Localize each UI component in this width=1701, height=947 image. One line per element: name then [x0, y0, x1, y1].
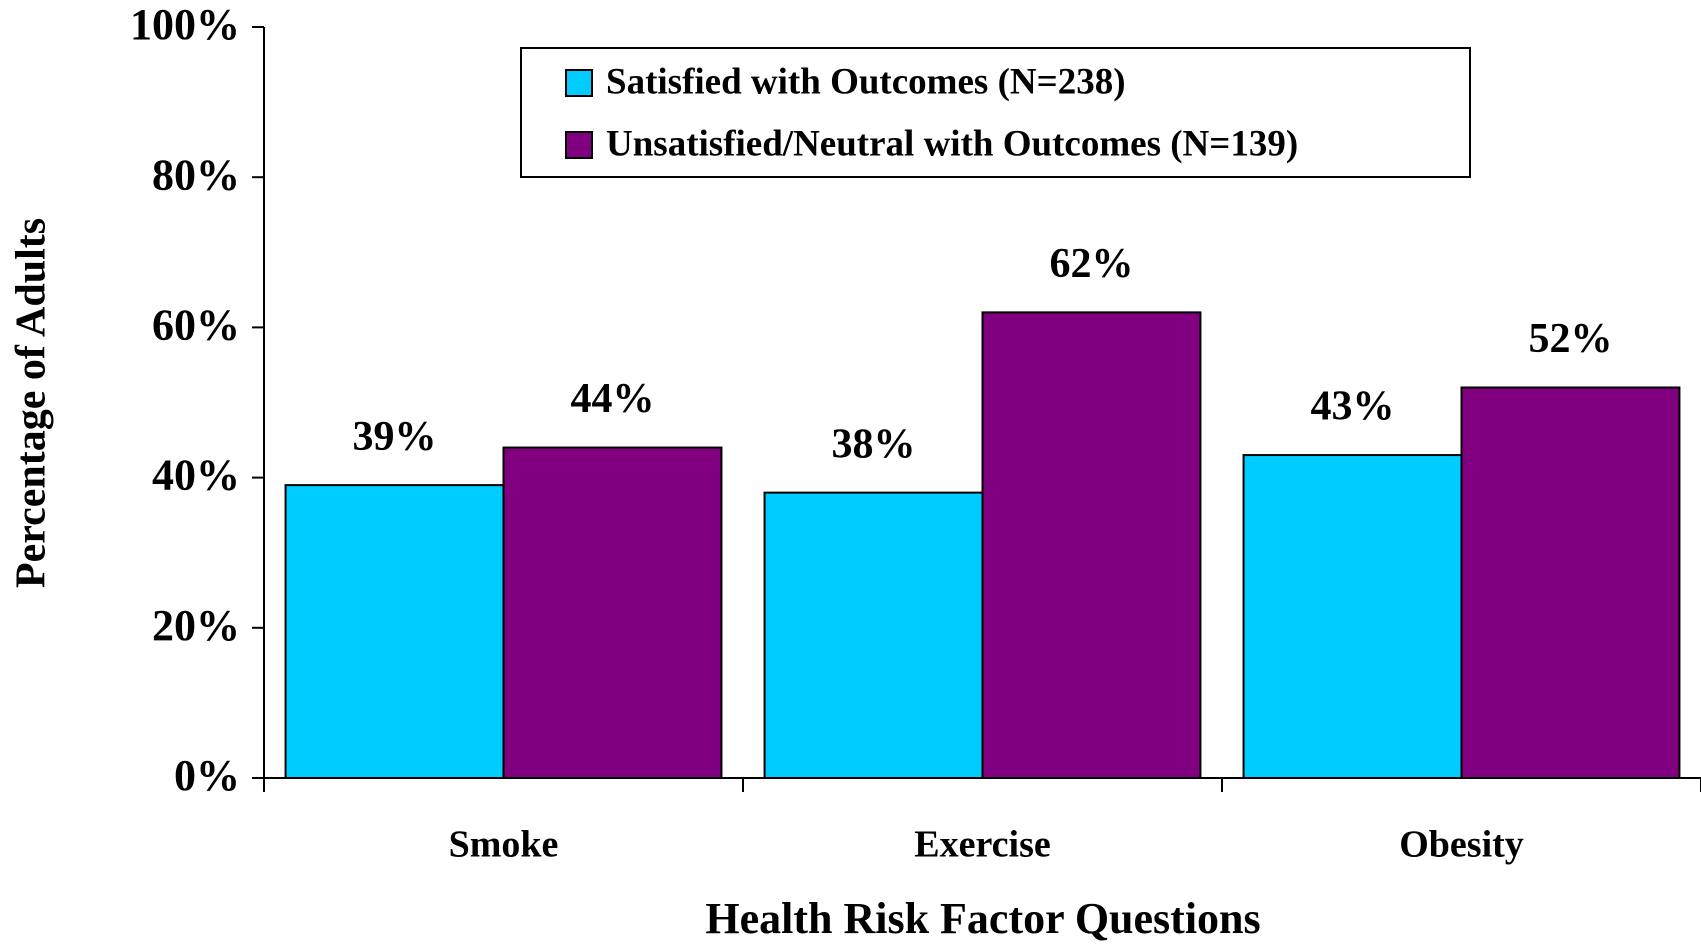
x-tick-label: Obesity — [1399, 824, 1524, 866]
value-label: 52% — [1528, 316, 1612, 362]
y-tick-label: 20% — [152, 601, 240, 650]
legend-label: Unsatisfied/Neutral with Outcomes (N=139… — [606, 123, 1298, 164]
y-tick-label: 40% — [152, 451, 240, 500]
value-label: 38% — [832, 421, 916, 467]
value-label: 44% — [570, 376, 654, 422]
value-label: 62% — [1049, 241, 1133, 287]
value-label: 39% — [353, 414, 437, 460]
bar — [1242, 454, 1463, 779]
bar — [284, 484, 505, 779]
bar — [763, 491, 984, 779]
legend-box — [520, 47, 1471, 178]
y-tick-label: 60% — [152, 300, 240, 349]
y-tick-label: 0% — [174, 751, 240, 800]
bar — [502, 446, 723, 779]
legend-label: Satisfied with Outcomes (N=238) — [606, 61, 1126, 102]
bar — [981, 311, 1202, 779]
x-tick-label: Smoke — [449, 824, 559, 866]
x-tick-label: Exercise — [914, 824, 1050, 866]
y-tick-label: 100% — [130, 0, 240, 49]
legend-swatch — [565, 131, 593, 159]
x-axis-title: Health Risk Factor Questions — [705, 894, 1260, 943]
value-label: 43% — [1311, 384, 1395, 430]
legend-swatch — [565, 69, 593, 97]
y-axis-title: Percentage of Adults — [9, 218, 55, 588]
bar — [1460, 386, 1681, 779]
y-tick-label: 80% — [152, 150, 240, 199]
